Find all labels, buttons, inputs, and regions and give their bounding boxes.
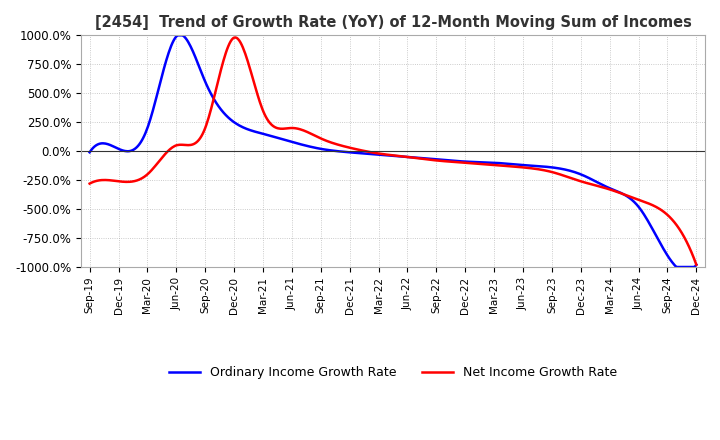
Ordinary Income Growth Rate [448,158,456,163]
Ordinary Income Growth Rate [692,262,701,268]
Net Income Growth Rate [692,262,701,268]
Line: Net Income Growth Rate: Net Income Growth Rate [89,37,696,265]
Title: [2454]  Trend of Growth Rate (YoY) of 12-Month Moving Sum of Incomes: [2454] Trend of Growth Rate (YoY) of 12-… [94,15,691,30]
Net Income Growth Rate [584,181,593,186]
Line: Ordinary Income Growth Rate: Ordinary Income Growth Rate [89,35,696,267]
Legend: Ordinary Income Growth Rate, Net Income Growth Rate: Ordinary Income Growth Rate, Net Income … [164,361,622,384]
Net Income Growth Rate [378,151,387,157]
Net Income Growth Rate [679,232,688,238]
Ordinary Income Growth Rate [85,150,94,155]
Ordinary Income Growth Rate [415,155,423,161]
Net Income Growth Rate [415,156,423,161]
Ordinary Income Growth Rate [174,33,183,38]
Ordinary Income Growth Rate [378,152,387,158]
Ordinary Income Growth Rate [680,264,688,270]
Net Income Growth Rate [374,151,383,156]
Ordinary Income Growth Rate [672,264,681,270]
Ordinary Income Growth Rate [584,175,593,180]
Net Income Growth Rate [231,35,240,40]
Net Income Growth Rate [85,181,94,186]
Ordinary Income Growth Rate [374,152,383,158]
Net Income Growth Rate [448,159,456,165]
